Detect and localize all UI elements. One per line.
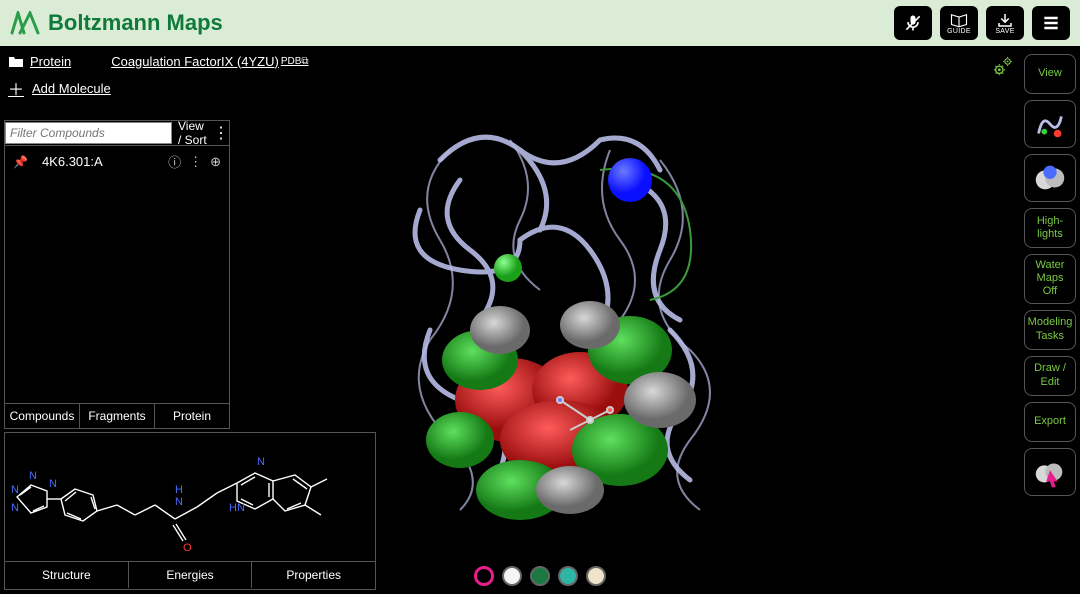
left-tabs: Compounds Fragments Protein bbox=[5, 403, 229, 428]
svg-text:N: N bbox=[49, 478, 57, 490]
compounds-panel: View / Sort ⋮ 📌 4K6.301:A ⓘ ⋮ ⊕ Compound… bbox=[4, 120, 230, 429]
breadcrumb-protein[interactable]: Protein bbox=[8, 54, 71, 69]
rb-highlights[interactable]: High- lights bbox=[1024, 208, 1076, 248]
zoom-icon[interactable]: ⊕ bbox=[210, 154, 221, 170]
breadcrumb: Protein Coagulation FactorIX (4YZU)PDB⧉ bbox=[0, 46, 1080, 76]
rb-watermaps[interactable]: Water Maps Off bbox=[1024, 254, 1076, 304]
svg-text:HN: HN bbox=[229, 502, 245, 514]
svg-text:N: N bbox=[11, 502, 19, 514]
swatch-0[interactable] bbox=[474, 566, 494, 586]
svg-text:H: H bbox=[175, 484, 183, 496]
rb-ribbon-thumb[interactable] bbox=[1024, 100, 1076, 148]
color-swatches bbox=[474, 566, 606, 586]
swatch-1[interactable] bbox=[502, 566, 522, 586]
add-molecule-button[interactable]: ＋ Add Molecule bbox=[8, 76, 111, 100]
svg-text:O: O bbox=[183, 542, 192, 554]
molecule-tabs: Structure Energies Properties bbox=[5, 561, 375, 588]
rb-surface-thumb[interactable] bbox=[1024, 154, 1076, 202]
svg-text:N: N bbox=[11, 484, 19, 496]
save-button[interactable]: SAVE bbox=[986, 6, 1024, 40]
tab-fragments[interactable]: Fragments bbox=[80, 404, 155, 428]
tab-protein[interactable]: Protein bbox=[155, 404, 229, 428]
mic-button[interactable] bbox=[894, 6, 932, 40]
swatch-4[interactable] bbox=[586, 566, 606, 586]
rb-draw-edit[interactable]: Draw / Edit bbox=[1024, 356, 1076, 396]
right-sidebar: View High- lights Water Maps Off Modelin… bbox=[1024, 54, 1076, 496]
filter-row: View / Sort ⋮ bbox=[5, 121, 229, 145]
save-label: SAVE bbox=[995, 28, 1014, 35]
compound-list: 📌 4K6.301:A ⓘ ⋮ ⊕ bbox=[5, 145, 229, 403]
info-icon[interactable]: ⓘ bbox=[168, 152, 181, 171]
add-molecule-label: Add Molecule bbox=[32, 81, 111, 96]
app-title: Boltzmann Maps bbox=[48, 10, 223, 36]
topbar: Boltzmann Maps GUIDE SAVE bbox=[0, 0, 1080, 46]
protein-3d-canvas[interactable] bbox=[260, 90, 940, 560]
plus-icon: ＋ bbox=[8, 76, 24, 100]
folder-icon bbox=[8, 54, 24, 68]
rb-modeling[interactable]: Modeling Tasks bbox=[1024, 310, 1076, 350]
filter-compounds-input[interactable] bbox=[5, 122, 172, 144]
compound-name: 4K6.301:A bbox=[42, 154, 160, 169]
row-menu-icon[interactable]: ⋮ bbox=[189, 154, 202, 170]
mol-tab-structure[interactable]: Structure bbox=[5, 562, 129, 588]
breadcrumb-target-label: Coagulation FactorIX (4YZU) bbox=[111, 54, 279, 69]
svg-text:N: N bbox=[29, 470, 37, 482]
mol-tab-energies[interactable]: Energies bbox=[129, 562, 253, 588]
rb-export[interactable]: Export bbox=[1024, 402, 1076, 442]
mol-tab-properties[interactable]: Properties bbox=[252, 562, 375, 588]
viewsort-menu-icon[interactable]: ⋮ bbox=[213, 123, 229, 143]
rb-view[interactable]: View bbox=[1024, 54, 1076, 94]
settings-gears-icon[interactable] bbox=[992, 56, 1014, 83]
guide-button[interactable]: GUIDE bbox=[940, 6, 978, 40]
breadcrumb-target[interactable]: Coagulation FactorIX (4YZU)PDB⧉ bbox=[111, 54, 308, 69]
swatch-2[interactable] bbox=[530, 566, 550, 586]
rb-cursor-thumb[interactable] bbox=[1024, 448, 1076, 496]
swatch-3[interactable] bbox=[558, 566, 578, 586]
tab-compounds[interactable]: Compounds bbox=[5, 404, 80, 428]
logo-icon bbox=[10, 11, 40, 35]
pin-icon[interactable]: 📌 bbox=[13, 155, 28, 169]
pdb-badge: PDB⧉ bbox=[281, 56, 309, 67]
menu-button[interactable] bbox=[1032, 6, 1070, 40]
guide-label: GUIDE bbox=[947, 28, 971, 35]
compound-row[interactable]: 📌 4K6.301:A ⓘ ⋮ ⊕ bbox=[13, 152, 221, 171]
breadcrumb-protein-label: Protein bbox=[30, 54, 71, 69]
svg-text:N: N bbox=[175, 496, 183, 508]
viewsort-button[interactable]: View / Sort bbox=[178, 119, 207, 147]
